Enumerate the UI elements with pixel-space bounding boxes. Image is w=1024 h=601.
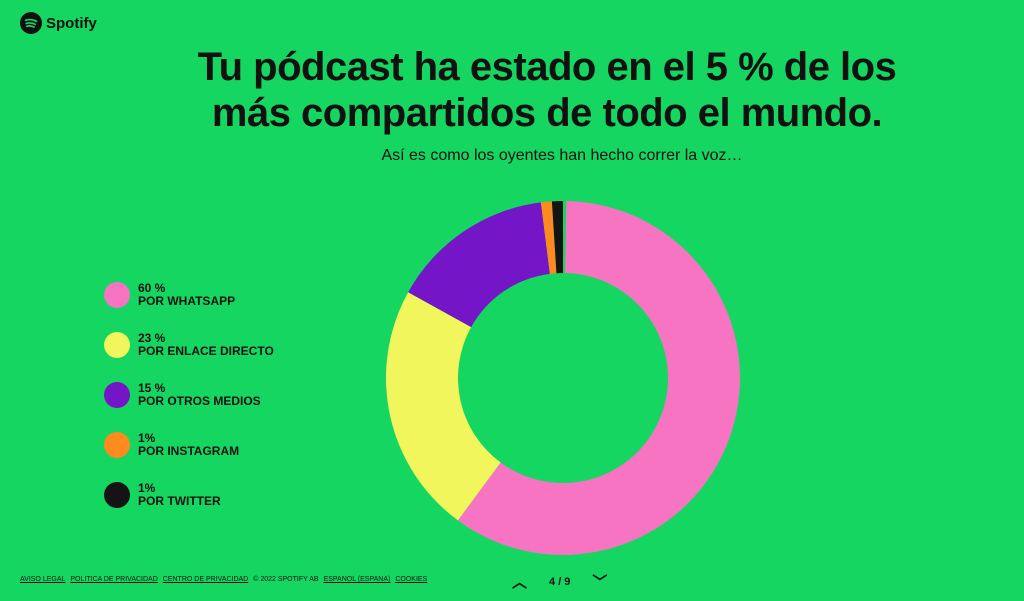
donut-slice-por-twitter: [551, 201, 563, 274]
legend: 60 % POR WHATSAPP 23 % POR ENLACE DIRECTO …: [104, 270, 274, 520]
footer-link-legal[interactable]: AVISO LEGAL: [20, 576, 66, 583]
legend-item: 1% POR TWITTER: [104, 470, 274, 520]
subtitle: Así es como los oyentes han hecho correr…: [381, 147, 743, 164]
legend-swatch: [104, 432, 130, 458]
legend-item: 1% POR INSTAGRAM: [104, 420, 274, 470]
footer-link-privacy-policy[interactable]: POLITICA DE PRIVACIDAD: [70, 576, 158, 583]
spotify-icon: [20, 12, 42, 34]
chevron-down-icon[interactable]: ﹀: [592, 574, 608, 591]
legend-percent: 1%: [138, 431, 156, 445]
donut-chart: [386, 201, 740, 556]
brand-name: Spotify: [46, 14, 97, 32]
donut-slice-por-enlace-directo: [386, 292, 501, 521]
legend-percent: 23 %: [138, 331, 166, 345]
title-line-2: más compartidos de todo el mundo.: [211, 91, 883, 135]
legend-percent: 15 %: [138, 381, 166, 395]
legend-label: POR OTROS MEDIOS: [138, 394, 261, 408]
pager: ︿ 4 / 9 ﹀: [512, 571, 607, 592]
legend-item: 23 % POR ENLACE DIRECTO: [104, 320, 274, 370]
legend-label: POR INSTAGRAM: [138, 444, 240, 458]
page-indicator: 4 / 9: [549, 575, 571, 588]
footer-link-privacy-center[interactable]: CENTRO DE PRIVACIDAD: [162, 576, 249, 583]
title-line-1: Tu pódcast ha estado en el 5 % de los: [197, 45, 897, 89]
legend-item: 60 % POR WHATSAPP: [104, 270, 274, 320]
legend-item: 15 % POR OTROS MEDIOS: [104, 370, 274, 420]
spotify-logo[interactable]: Spotify: [20, 12, 97, 34]
legend-label: POR ENLACE DIRECTO: [138, 344, 274, 358]
legend-percent: 1%: [138, 481, 156, 495]
cookies-link[interactable]: COOKIES: [395, 576, 428, 583]
donut-slice-por-whatsapp: [457, 201, 740, 556]
copyright: © 2022 SPOTIFY AB: [253, 576, 319, 583]
legend-percent: 60 %: [138, 281, 166, 295]
legend-label: POR TWITTER: [138, 494, 221, 508]
chevron-up-icon[interactable]: ︿: [512, 574, 528, 591]
legend-swatch: [104, 482, 130, 508]
legend-swatch: [104, 332, 130, 358]
donut-slice-por-otros-medios: [408, 202, 550, 328]
donut-slice-por-instagram: [540, 201, 557, 274]
legend-swatch: [104, 382, 130, 408]
footer: AVISO LEGAL POLITICA DE PRIVACIDAD CENTR…: [20, 576, 427, 583]
page-title: Tu pódcast ha estado en el 5 % de los más…: [0, 44, 1024, 136]
legend-label: POR WHATSAPP: [138, 294, 236, 308]
legend-swatch: [104, 282, 130, 308]
language-link[interactable]: ESPANOL (ESPANA): [323, 576, 391, 583]
